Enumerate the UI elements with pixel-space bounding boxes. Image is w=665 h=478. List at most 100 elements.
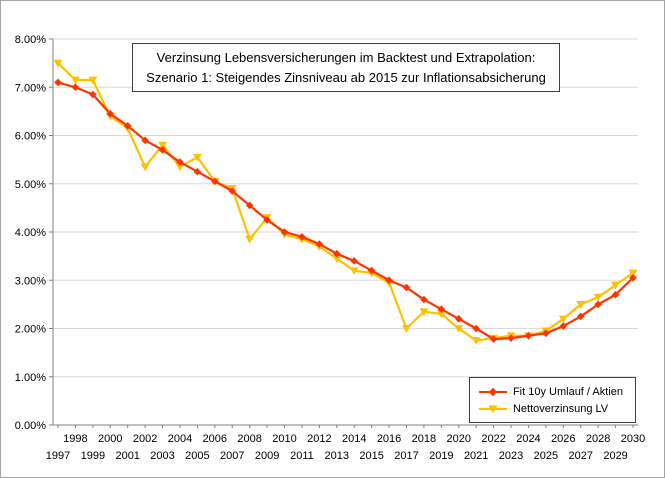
y-tick-label: 5.00% — [15, 179, 46, 191]
series-1-marker — [611, 281, 620, 290]
series-0-marker — [158, 146, 167, 154]
x-tick-label: 2017 — [394, 450, 418, 462]
legend: Fit 10y Umlauf / Aktien Nettoverzinsung … — [468, 377, 636, 423]
x-tick-label: 2018 — [412, 433, 436, 445]
chart-title-wrap: Verzinsung Lebensversicherungen im Backt… — [53, 43, 639, 92]
series-1-marker — [71, 76, 80, 85]
x-tick-label: 2016 — [377, 433, 401, 445]
x-tick-label: 2000 — [98, 433, 122, 445]
series-1-marker — [576, 300, 586, 309]
series-0-marker — [385, 276, 393, 285]
series-1-marker — [192, 153, 202, 162]
x-tick-label: 1997 — [46, 450, 70, 462]
series-0-marker — [437, 305, 446, 313]
y-tick-label: 6.00% — [15, 131, 46, 143]
x-tick-label: 1998 — [63, 433, 87, 445]
series-1-marker — [558, 315, 568, 324]
series-line-1 — [56, 62, 635, 342]
series-0-marker — [611, 290, 620, 299]
series-0-marker — [402, 283, 411, 292]
series-0-marker — [71, 83, 80, 92]
series-1-marker — [593, 293, 603, 302]
x-tick-label: 2021 — [464, 450, 488, 462]
series-0-marker — [367, 266, 376, 275]
series-0-marker — [211, 177, 219, 186]
series-0-marker — [542, 329, 550, 338]
x-tick-label: 2026 — [551, 433, 575, 445]
legend-label-fit: Fit 10y Umlauf / Aktien — [512, 385, 623, 398]
series-0-marker — [123, 122, 132, 130]
series-1-marker — [88, 76, 98, 85]
series-0-marker — [298, 233, 306, 241]
series-0-marker — [454, 315, 463, 323]
x-tick-label: 2010 — [272, 433, 296, 445]
series-0-marker — [559, 322, 568, 330]
series-0-marker — [263, 216, 271, 224]
series-1-marker — [402, 325, 411, 333]
x-tick-label: 2015 — [359, 450, 383, 462]
x-tick-label: 2014 — [342, 433, 366, 445]
y-tick-label: 4.00% — [15, 227, 46, 239]
x-tick-label: 2025 — [534, 450, 558, 462]
series-0-marker — [332, 249, 341, 258]
series-0-marker — [141, 136, 149, 145]
x-tick-label: 2022 — [481, 433, 505, 445]
series-0-marker — [176, 158, 184, 166]
series-1-marker — [175, 163, 185, 172]
x-tick-label: 2019 — [429, 450, 453, 462]
series-line-0 — [56, 81, 635, 341]
x-tick-label: 2030 — [621, 433, 645, 445]
chart-title-line-1: Verzinsung Lebensversicherungen im Backt… — [156, 50, 536, 65]
x-tick-label: 2023 — [499, 450, 523, 462]
series-1-marker — [53, 59, 63, 68]
x-tick-label: 2002 — [133, 433, 157, 445]
series-1-marker — [140, 163, 150, 172]
series-0-marker — [472, 324, 480, 333]
y-tick-label: 1.00% — [15, 372, 46, 384]
series-1-marker — [419, 308, 429, 317]
y-tick-label: 7.00% — [15, 82, 46, 94]
x-tick-label: 2005 — [185, 450, 209, 462]
series-0-marker — [315, 240, 324, 248]
legend-item-netto: Nettoverzinsung LV — [478, 400, 623, 417]
x-tick-label: 2024 — [516, 433, 540, 445]
legend-label-netto: Nettoverzinsung LV — [512, 402, 609, 415]
x-tick-label: 1999 — [81, 450, 105, 462]
series-0-marker — [524, 331, 533, 340]
x-tick-label: 2028 — [586, 433, 610, 445]
x-tick-label: 2013 — [325, 450, 349, 462]
series-0-marker — [280, 228, 289, 236]
series-0-marker — [350, 257, 359, 265]
x-tick-label: 2001 — [115, 450, 139, 462]
series-1-marker — [158, 141, 167, 150]
series-0-marker — [228, 187, 237, 195]
legend-marker-diamond-icon — [478, 386, 508, 398]
series-0-marker — [576, 312, 585, 321]
series-0-marker — [629, 274, 637, 282]
series-0-marker — [489, 335, 498, 343]
x-tick-label: 2007 — [220, 450, 244, 462]
series-0-marker — [594, 300, 602, 309]
chart-title-line-2: Szenario 1: Steigendes Zinsniveau ab 201… — [146, 69, 546, 85]
x-tick-label: 2004 — [168, 433, 192, 445]
legend-item-fit: Fit 10y Umlauf / Aktien — [478, 383, 623, 400]
series-0-marker — [106, 109, 115, 118]
series-1-marker — [436, 310, 446, 319]
x-tick-label: 2020 — [447, 433, 471, 445]
x-tick-label: 2029 — [603, 450, 627, 462]
x-tick-label: 2008 — [237, 433, 261, 445]
x-tick-label: 2006 — [203, 433, 227, 445]
y-tick-label: 8.00% — [15, 34, 46, 46]
series-1-marker — [245, 235, 255, 244]
series-1-marker — [349, 267, 359, 275]
series-1-marker — [628, 269, 638, 278]
series-0-marker — [245, 201, 254, 210]
series-0-marker — [89, 90, 97, 99]
legend-marker-triangle-icon — [478, 403, 508, 415]
x-tick-label: 2003 — [150, 450, 174, 462]
series-1-marker — [471, 337, 481, 345]
y-tick-label: 0.00% — [15, 420, 46, 432]
y-tick-label: 2.00% — [15, 324, 46, 336]
